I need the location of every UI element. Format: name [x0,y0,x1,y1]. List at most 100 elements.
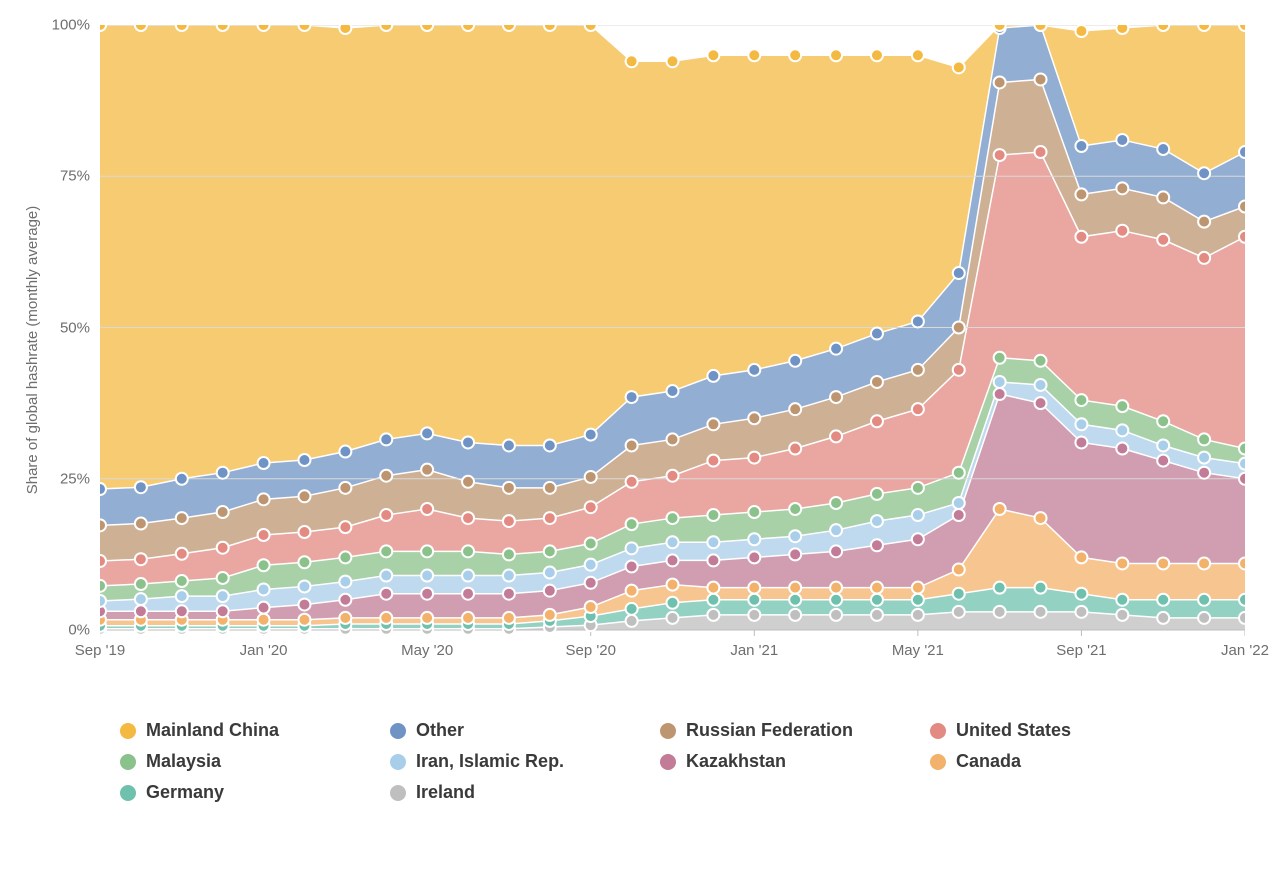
marker[interactable] [871,49,883,61]
marker[interactable] [789,49,801,61]
marker[interactable] [953,364,965,376]
marker[interactable] [1075,394,1087,406]
marker[interactable] [667,554,679,566]
marker[interactable] [176,590,188,602]
marker[interactable] [1198,594,1210,606]
marker[interactable] [1198,167,1210,179]
marker[interactable] [217,542,229,554]
marker[interactable] [667,385,679,397]
marker[interactable] [871,376,883,388]
marker[interactable] [135,25,147,31]
marker[interactable] [258,25,270,31]
marker[interactable] [1075,436,1087,448]
marker[interactable] [135,593,147,605]
legend-item-iran-islamic-rep-[interactable]: Iran, Islamic Rep. [390,751,660,772]
marker[interactable] [748,533,760,545]
marker[interactable] [135,518,147,530]
marker[interactable] [1075,140,1087,152]
marker[interactable] [298,526,310,538]
marker[interactable] [667,55,679,67]
marker[interactable] [421,570,433,582]
marker[interactable] [1075,231,1087,243]
marker[interactable] [871,328,883,340]
marker[interactable] [298,490,310,502]
marker[interactable] [258,529,270,541]
marker[interactable] [176,512,188,524]
marker[interactable] [380,433,392,445]
marker[interactable] [462,570,474,582]
marker[interactable] [1157,234,1169,246]
legend-item-other[interactable]: Other [390,720,660,741]
marker[interactable] [258,602,270,614]
marker[interactable] [1198,433,1210,445]
marker[interactable] [912,403,924,415]
marker[interactable] [585,471,597,483]
marker[interactable] [1198,252,1210,264]
marker[interactable] [585,537,597,549]
marker[interactable] [1157,143,1169,155]
marker[interactable] [1239,473,1245,485]
marker[interactable] [544,439,556,451]
marker[interactable] [585,559,597,571]
marker[interactable] [830,594,842,606]
marker[interactable] [1035,146,1047,158]
marker[interactable] [339,446,351,458]
marker[interactable] [380,470,392,482]
marker[interactable] [667,579,679,591]
marker[interactable] [994,388,1006,400]
marker[interactable] [953,267,965,279]
marker[interactable] [258,559,270,571]
marker[interactable] [585,601,597,613]
marker[interactable] [994,25,1006,31]
marker[interactable] [462,25,474,31]
legend-item-mainland-china[interactable]: Mainland China [120,720,390,741]
legend-item-ireland[interactable]: Ireland [390,782,660,803]
marker[interactable] [1239,146,1245,158]
marker[interactable] [298,454,310,466]
marker[interactable] [912,609,924,621]
marker[interactable] [912,509,924,521]
marker[interactable] [1198,467,1210,479]
marker[interactable] [707,609,719,621]
marker[interactable] [748,609,760,621]
marker[interactable] [871,582,883,594]
marker[interactable] [176,548,188,560]
marker[interactable] [100,595,106,607]
marker[interactable] [1075,606,1087,618]
marker[interactable] [1239,201,1245,213]
marker[interactable] [100,555,106,567]
marker[interactable] [217,467,229,479]
marker[interactable] [1116,443,1128,455]
marker[interactable] [830,343,842,355]
marker[interactable] [462,476,474,488]
marker[interactable] [626,615,638,627]
marker[interactable] [176,575,188,587]
marker[interactable] [1075,188,1087,200]
marker[interactable] [1157,415,1169,427]
marker[interactable] [298,614,310,626]
marker[interactable] [707,49,719,61]
marker[interactable] [1035,379,1047,391]
marker[interactable] [339,551,351,563]
marker[interactable] [100,580,106,592]
marker[interactable] [626,391,638,403]
marker[interactable] [339,521,351,533]
marker[interactable] [380,570,392,582]
marker[interactable] [339,482,351,494]
marker[interactable] [1035,73,1047,85]
marker[interactable] [1239,458,1245,470]
marker[interactable] [626,55,638,67]
marker[interactable] [626,560,638,572]
marker[interactable] [1035,582,1047,594]
marker[interactable] [503,588,515,600]
marker[interactable] [544,585,556,597]
marker[interactable] [1116,25,1128,34]
marker[interactable] [135,578,147,590]
marker[interactable] [421,25,433,31]
marker[interactable] [953,497,965,509]
marker[interactable] [100,483,106,495]
marker[interactable] [707,455,719,467]
marker[interactable] [1239,612,1245,624]
marker[interactable] [667,536,679,548]
marker[interactable] [830,430,842,442]
